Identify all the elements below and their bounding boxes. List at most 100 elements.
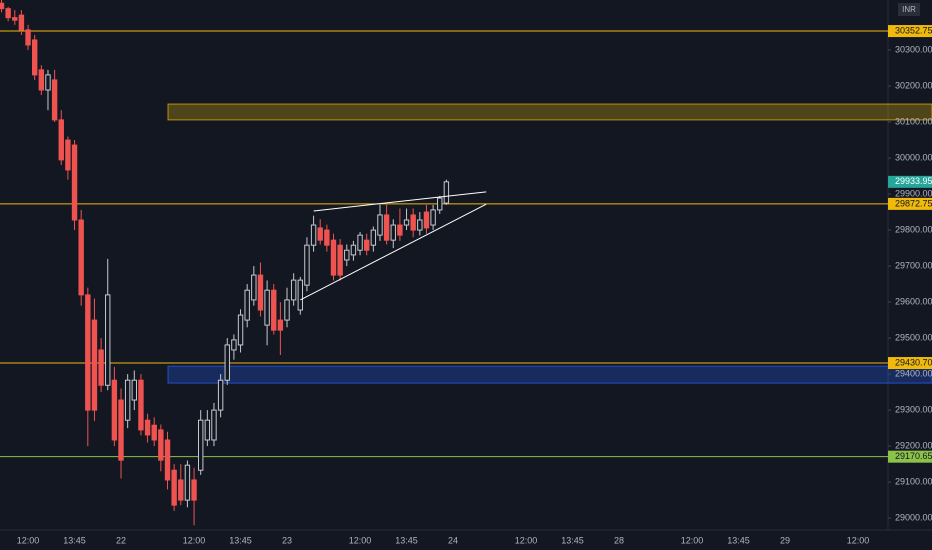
- x-tick-label: 13:45: [561, 535, 584, 545]
- candle-body: [178, 479, 184, 501]
- candle-body: [271, 289, 277, 331]
- candle-body: [251, 274, 257, 301]
- y-tick-label: 30100.00: [895, 116, 932, 126]
- candle-body: [284, 299, 290, 321]
- candle-body: [224, 344, 230, 381]
- candle-body: [304, 244, 310, 286]
- candle-body: [32, 39, 38, 76]
- y-tick-label: 29000.00: [895, 512, 932, 522]
- candle-body: [131, 379, 138, 401]
- level-label: 29872.75: [895, 198, 932, 208]
- y-tick-label: 29200.00: [895, 440, 932, 450]
- y-tick-label: 29100.00: [895, 476, 932, 486]
- x-tick-label: 24: [448, 535, 458, 545]
- candle-body: [5, 8, 11, 19]
- candle-body: [111, 379, 118, 441]
- level-label: 29430.70: [895, 357, 932, 367]
- candle-body: [390, 224, 396, 241]
- candle-body: [310, 224, 317, 246]
- x-tick-label: 12:00: [349, 535, 372, 545]
- candle-body: [198, 419, 204, 471]
- candle-body: [144, 419, 151, 436]
- candle-body: [357, 234, 363, 251]
- candle-body: [257, 274, 264, 311]
- candle-body: [443, 181, 450, 204]
- candle-body: [297, 279, 304, 311]
- candle-body: [264, 289, 270, 326]
- level-label-box: [888, 25, 932, 38]
- x-tick-label: 12:00: [183, 535, 206, 545]
- y-tick-label: 29300.00: [895, 404, 932, 414]
- y-tick-label: 29500.00: [895, 332, 932, 342]
- candle-body: [403, 219, 410, 226]
- candle-body: [105, 294, 111, 386]
- candle-body: [350, 244, 357, 256]
- candle-body: [71, 144, 78, 221]
- candle-body: [118, 399, 124, 461]
- level-label-box: [888, 357, 932, 370]
- last-price-label: 29933.95: [895, 176, 932, 186]
- y-tick-label: 30200.00: [895, 80, 932, 90]
- y-tick-label: 29600.00: [895, 296, 932, 306]
- x-tick-label: 13:45: [63, 535, 86, 545]
- candle-body: [370, 229, 377, 246]
- trendline: [300, 203, 487, 301]
- candle-body: [78, 219, 84, 296]
- candle-body: [184, 464, 191, 501]
- candle-body: [164, 439, 171, 481]
- x-tick-label: 22: [116, 535, 126, 545]
- level-label-box: [888, 450, 932, 463]
- level-label: 30352.75: [895, 25, 932, 35]
- x-tick-label: 13:45: [727, 535, 750, 545]
- candle-body: [51, 79, 58, 121]
- candle-body: [231, 339, 237, 351]
- level-label: 29170.65: [895, 451, 932, 461]
- candle-body: [211, 409, 217, 441]
- candle-body: [124, 379, 131, 421]
- candle-body: [277, 319, 284, 331]
- candle-body: [171, 469, 177, 506]
- candle-body: [18, 14, 25, 31]
- trendline: [313, 191, 487, 212]
- candle-body: [58, 119, 64, 161]
- candle-body: [38, 69, 45, 91]
- candle-body: [383, 214, 390, 241]
- candle-body: [98, 349, 104, 386]
- candle-body: [317, 227, 323, 241]
- x-tick-label: 13:45: [395, 535, 418, 545]
- x-tick-label: 13:45: [229, 535, 252, 545]
- candle-body: [191, 479, 197, 501]
- candle-body: [324, 229, 330, 246]
- candle-body: [344, 249, 350, 261]
- candle-body: [91, 319, 98, 411]
- x-tick-label: 29: [780, 535, 790, 545]
- candle-body: [65, 139, 71, 171]
- level-label-box: [888, 197, 932, 210]
- y-tick-label: 29400.00: [895, 368, 932, 378]
- candle-body: [423, 211, 430, 229]
- x-tick-label: 12:00: [681, 535, 704, 545]
- plot-area: [0, 0, 932, 526]
- candle-body: [158, 429, 164, 461]
- zone: [167, 103, 932, 121]
- candle-body: [45, 74, 51, 91]
- candle-body: [330, 239, 337, 276]
- candle-body: [138, 379, 144, 431]
- zone: [167, 365, 932, 384]
- candle-body: [437, 197, 443, 211]
- currency: INR: [902, 5, 916, 14]
- currency-box: [898, 3, 920, 16]
- candle-body: [0, 2, 5, 10]
- x-tick-label: 12:00: [847, 535, 870, 545]
- y-tick-label: 29900.00: [895, 188, 932, 198]
- y-tick-label: 30000.00: [895, 152, 932, 162]
- x-tick-label: 12:00: [515, 535, 538, 545]
- x-tick-label: 12:00: [17, 535, 40, 545]
- last-price-box: [888, 175, 932, 188]
- candle-body: [12, 17, 18, 21]
- price-axis: 29000.00 29100.00 29200.00 29300.00 29400.00…: [888, 25, 932, 522]
- candle-body: [337, 244, 343, 276]
- y-tick-label: 29700.00: [895, 260, 932, 270]
